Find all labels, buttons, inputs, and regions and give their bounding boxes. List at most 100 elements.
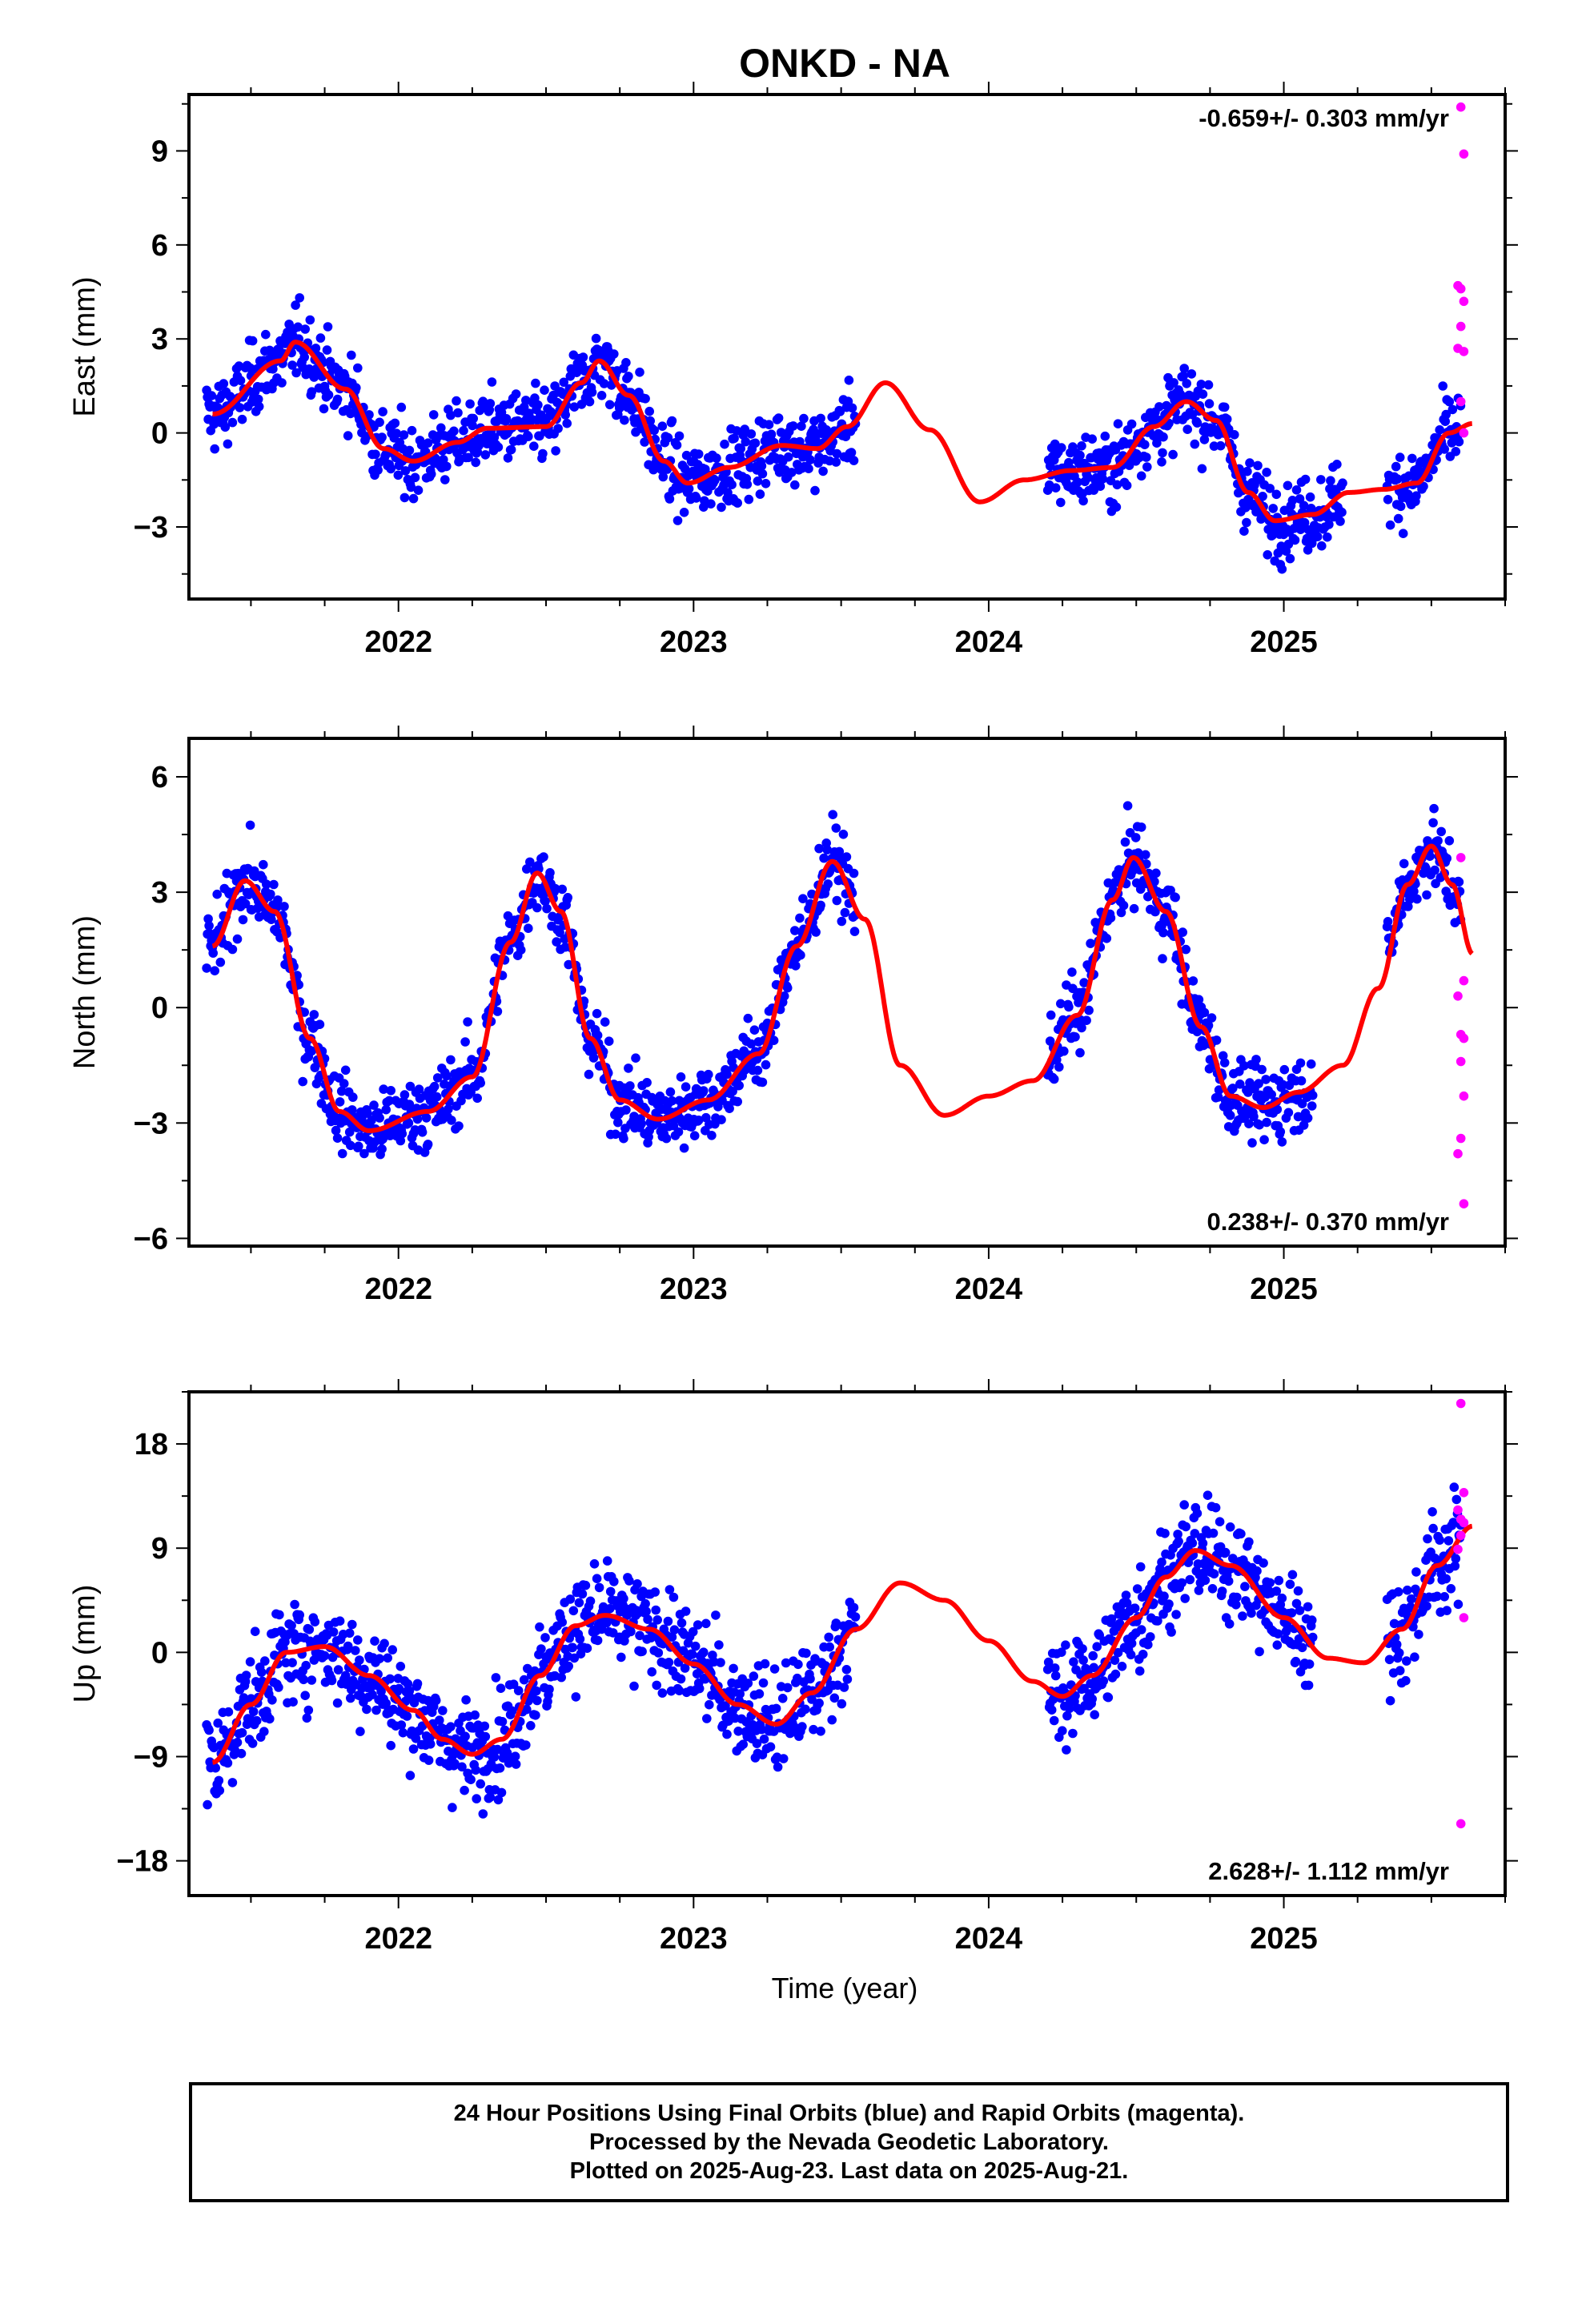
final-point bbox=[448, 1803, 457, 1812]
final-point bbox=[303, 1705, 314, 1715]
final-point bbox=[396, 1720, 407, 1730]
rapid-point bbox=[1459, 1488, 1469, 1498]
final-point bbox=[432, 1073, 443, 1083]
final-point bbox=[351, 383, 361, 393]
final-point bbox=[611, 1129, 620, 1140]
final-point bbox=[1394, 1648, 1404, 1658]
final-point bbox=[524, 923, 533, 933]
final-point bbox=[275, 1610, 284, 1620]
final-point bbox=[253, 394, 263, 404]
final-point bbox=[661, 1133, 672, 1144]
final-point bbox=[1049, 1074, 1059, 1084]
final-point bbox=[362, 1704, 371, 1715]
final-point bbox=[764, 420, 774, 429]
final-point bbox=[311, 344, 321, 353]
final-point bbox=[533, 400, 543, 410]
final-point bbox=[387, 1645, 398, 1655]
rapid-point bbox=[1453, 991, 1463, 1001]
final-point bbox=[421, 1113, 432, 1123]
final-point bbox=[1442, 1606, 1452, 1615]
footer-line-2: Processed by the Nevada Geodetic Laborat… bbox=[589, 2129, 1109, 2155]
final-point bbox=[1446, 1584, 1456, 1594]
final-point bbox=[1062, 1711, 1072, 1721]
final-point bbox=[391, 428, 402, 438]
final-point bbox=[447, 1116, 456, 1125]
final-point bbox=[1129, 903, 1139, 914]
final-point bbox=[511, 389, 521, 399]
final-point bbox=[758, 1678, 769, 1688]
final-point bbox=[1154, 402, 1164, 412]
final-point bbox=[1181, 1522, 1191, 1532]
final-point bbox=[291, 368, 301, 378]
final-point bbox=[1042, 1664, 1053, 1675]
final-point bbox=[1064, 457, 1074, 468]
final-point bbox=[592, 1031, 603, 1040]
final-point bbox=[1316, 475, 1326, 485]
final-point bbox=[1284, 1080, 1295, 1091]
final-point bbox=[304, 364, 315, 374]
final-point bbox=[495, 1763, 505, 1773]
final-point bbox=[757, 468, 768, 479]
final-point bbox=[1069, 1657, 1078, 1667]
final-point bbox=[428, 410, 439, 420]
final-point bbox=[293, 322, 303, 332]
final-point bbox=[811, 927, 821, 937]
final-point bbox=[846, 448, 857, 457]
east-rapid-points bbox=[1453, 102, 1469, 438]
final-point bbox=[1208, 1528, 1219, 1538]
final-point bbox=[621, 1105, 631, 1115]
final-point bbox=[580, 1580, 591, 1590]
x-tick-label: 2023 bbox=[660, 625, 728, 659]
final-point bbox=[635, 368, 644, 377]
final-point bbox=[1215, 1517, 1225, 1526]
final-point bbox=[681, 1606, 691, 1616]
final-point bbox=[1297, 1642, 1307, 1653]
final-point bbox=[394, 1683, 404, 1694]
final-point bbox=[693, 449, 704, 459]
final-point bbox=[1049, 1715, 1059, 1726]
final-point bbox=[1199, 1007, 1210, 1018]
final-point bbox=[478, 1809, 488, 1819]
final-point bbox=[328, 1627, 339, 1637]
final-point bbox=[295, 293, 305, 303]
final-point bbox=[1143, 1639, 1153, 1650]
x-tick-label: 2025 bbox=[1250, 1273, 1318, 1306]
final-point bbox=[702, 1714, 712, 1723]
final-point bbox=[797, 1722, 807, 1731]
final-point bbox=[551, 446, 560, 456]
final-point bbox=[1255, 1120, 1264, 1130]
north-model-curve bbox=[211, 843, 1474, 1133]
final-point bbox=[1338, 478, 1347, 488]
final-point bbox=[1199, 435, 1210, 444]
final-point bbox=[557, 1617, 567, 1627]
final-point bbox=[355, 1727, 365, 1736]
final-point bbox=[287, 360, 297, 370]
up-frame bbox=[187, 1390, 1507, 1897]
final-point bbox=[584, 1069, 594, 1080]
final-point bbox=[423, 1140, 433, 1149]
final-point bbox=[1203, 1490, 1213, 1500]
final-point bbox=[251, 1715, 262, 1726]
final-point bbox=[1299, 501, 1309, 511]
final-point bbox=[624, 1063, 633, 1073]
final-point bbox=[1224, 1619, 1235, 1629]
final-point bbox=[1450, 1561, 1460, 1571]
final-point bbox=[1411, 1567, 1421, 1577]
final-point bbox=[804, 464, 813, 473]
final-point bbox=[1157, 457, 1166, 467]
east-rate-label: -0.659+/- 0.303 mm/yr bbox=[1199, 104, 1449, 132]
final-point bbox=[849, 1602, 859, 1613]
final-point bbox=[1127, 866, 1138, 876]
final-point bbox=[809, 1724, 818, 1735]
final-point bbox=[1197, 464, 1207, 474]
final-point bbox=[825, 1642, 834, 1652]
final-point bbox=[335, 1097, 345, 1107]
final-point bbox=[1439, 444, 1449, 454]
final-point bbox=[300, 1691, 311, 1700]
final-point bbox=[516, 945, 526, 955]
final-point bbox=[440, 475, 450, 485]
final-point bbox=[1160, 1529, 1170, 1538]
final-point bbox=[676, 1072, 686, 1082]
final-point bbox=[240, 899, 251, 909]
final-point bbox=[838, 830, 849, 839]
